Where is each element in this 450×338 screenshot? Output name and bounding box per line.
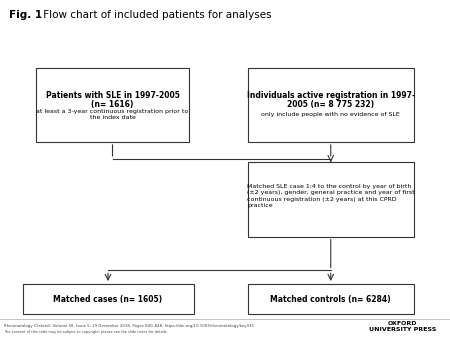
Text: Matched cases (n= 1605): Matched cases (n= 1605) xyxy=(54,295,162,304)
FancyBboxPatch shape xyxy=(248,68,414,142)
FancyBboxPatch shape xyxy=(36,68,189,142)
FancyBboxPatch shape xyxy=(248,284,414,314)
Text: only include people with no evidence of SLE: only include people with no evidence of … xyxy=(261,112,400,117)
Text: Patients with SLE in 1997-2005: Patients with SLE in 1997-2005 xyxy=(45,91,180,100)
Text: Fig. 1: Fig. 1 xyxy=(9,10,42,20)
Text: OXFORD
UNIVERSITY PRESS: OXFORD UNIVERSITY PRESS xyxy=(369,320,436,332)
Text: 2005 (n= 8 775 232): 2005 (n= 8 775 232) xyxy=(287,100,374,109)
Text: Matched SLE case 1:4 to the control by year of birth
(±2 years), gender, general: Matched SLE case 1:4 to the control by y… xyxy=(247,184,414,209)
FancyBboxPatch shape xyxy=(22,284,194,314)
Text: (n= 1616): (n= 1616) xyxy=(91,100,134,109)
Text: at least a 3-year continuous registration prior to
the index date: at least a 3-year continuous registratio… xyxy=(36,109,189,120)
Text: Individuals active registration in 1997-: Individuals active registration in 1997- xyxy=(247,91,415,100)
Text: Flow chart of included patients for analyses: Flow chart of included patients for anal… xyxy=(40,10,271,20)
FancyBboxPatch shape xyxy=(248,162,414,237)
Text: The content of this slide may be subject to copyright: please see the slide note: The content of this slide may be subject… xyxy=(4,330,168,334)
Text: Matched controls (n= 6284): Matched controls (n= 6284) xyxy=(270,295,391,304)
Text: Rheumatology (Oxford), Volume 58, Issue 5, 19 December 2018, Pages 840–848, http: Rheumatology (Oxford), Volume 58, Issue … xyxy=(4,324,254,329)
